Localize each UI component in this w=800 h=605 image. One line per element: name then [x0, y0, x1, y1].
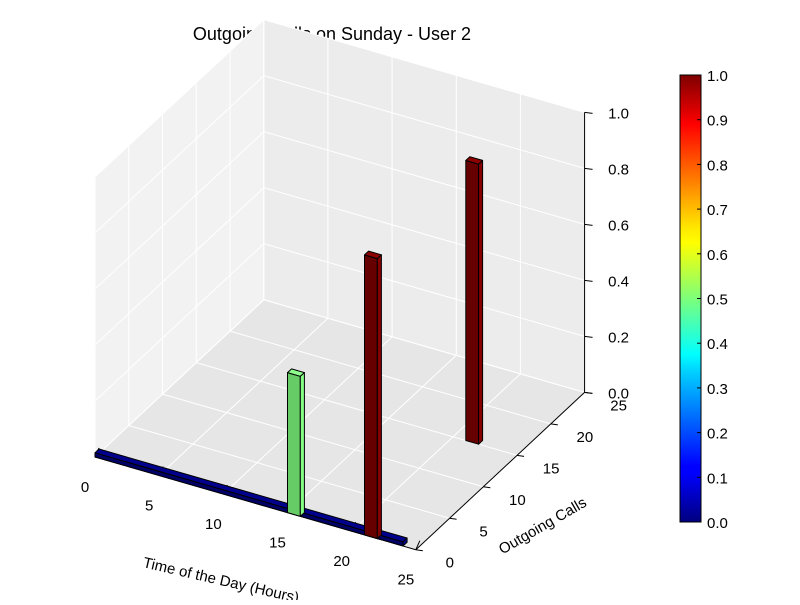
- grid-line-y: [229, 330, 551, 425]
- y-tick-label: 0: [446, 555, 454, 572]
- y-tick: [449, 517, 457, 520]
- y-tick-label: 5: [479, 523, 487, 540]
- y-axis-line: [415, 392, 585, 551]
- colorbar-tick-label: 0.2: [707, 426, 728, 443]
- colorbar-tick-label: 1.0: [707, 68, 728, 85]
- z-tick: [584, 167, 593, 170]
- y-tick-label: 15: [543, 460, 560, 477]
- colorbar-tick-label: 0.9: [707, 113, 728, 130]
- colorbar-tick-label: 0.4: [707, 336, 728, 353]
- bar: [465, 156, 484, 445]
- bar-top-face: [364, 250, 382, 260]
- grid-line-y: [196, 362, 518, 456]
- x-tick: [415, 540, 421, 550]
- z-tick: [584, 111, 593, 114]
- x-tick-label: 5: [145, 498, 153, 515]
- y-tick-label: 10: [509, 492, 526, 509]
- z-tick-label: 0.2: [608, 329, 629, 346]
- x-tick-label: 0: [81, 479, 89, 496]
- bar-front-face: [465, 160, 480, 445]
- back-pane: [263, 19, 585, 393]
- bar: [364, 250, 382, 540]
- colorbar-tick-label: 0.6: [707, 247, 728, 264]
- z-tick-label: 0.4: [608, 273, 629, 290]
- colorbar-ticks: 0.0 0.1 0.2 0.3 0.4 0.5 0.6 0.7 0.8 0.9 1.0: [697, 68, 728, 532]
- y-tick: [550, 423, 558, 426]
- z-tick-label: 1.0: [608, 105, 629, 122]
- z-tick-label: 0.6: [608, 217, 629, 234]
- z-tick-label: 0.8: [608, 161, 629, 178]
- grid-line-z: [94, 75, 585, 234]
- colorbar-tick-label: 0.8: [707, 157, 728, 174]
- colorbar-tick-label: 0.5: [707, 292, 728, 309]
- z-tick-label: 0.0: [608, 385, 629, 402]
- bar-top-face: [287, 368, 305, 377]
- bar-side-face: [299, 372, 305, 517]
- colorbar-tick-label: 0.3: [707, 381, 728, 398]
- y-tick: [483, 486, 491, 489]
- z-tick: [584, 279, 593, 282]
- bar-front-face: [364, 254, 378, 540]
- grid-line-y: [162, 393, 484, 488]
- y-tick-label: 20: [576, 429, 593, 446]
- bar-front-face: [287, 372, 301, 517]
- bar: [287, 368, 305, 517]
- bar-side-face: [376, 254, 382, 540]
- bar-side-face: [478, 159, 484, 445]
- grid-line-z: [94, 19, 585, 178]
- y-tick: [517, 454, 525, 457]
- x-tick-label: 15: [269, 535, 286, 552]
- bar-top-face: [465, 156, 484, 165]
- x-tick-label: 20: [333, 553, 350, 570]
- colorbar-tick-label: 0.7: [707, 202, 728, 219]
- colorbar-tick-label: 0.0: [707, 515, 728, 532]
- y-tick-label: 25: [610, 397, 627, 414]
- x-axis-label: Time of the Day (Hours): [141, 554, 300, 600]
- left-pane: [95, 19, 264, 457]
- x-tick-label: 10: [205, 516, 222, 533]
- bars: [94, 156, 484, 547]
- z-tick: [584, 223, 593, 226]
- y-tick: [415, 549, 423, 552]
- colorbar-tick-label: 0.1: [707, 470, 728, 487]
- x-tick-label: 25: [397, 572, 414, 589]
- z-tick: [584, 335, 593, 338]
- z-tick: [584, 391, 593, 394]
